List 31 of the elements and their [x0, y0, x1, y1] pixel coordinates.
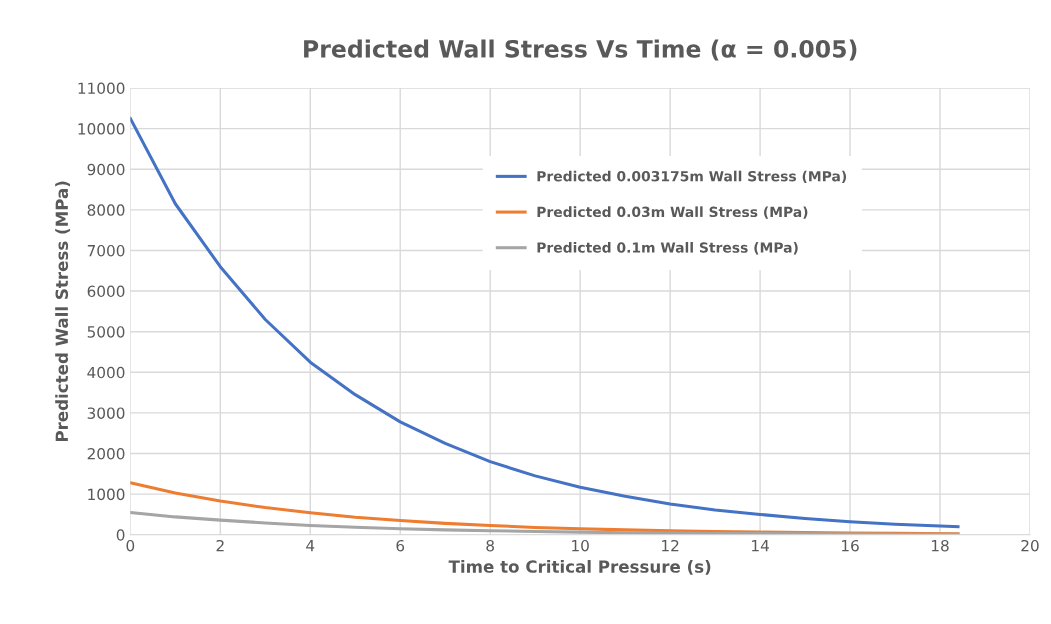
- x-tick-label: 20: [1021, 539, 1039, 552]
- y-tick-label: 5000: [87, 326, 125, 338]
- y-tick-label: 1000: [88, 488, 125, 501]
- y-axis-title: Predicted Wall Stress (MPa): [55, 181, 71, 442]
- x-tick-label: 4: [306, 540, 315, 552]
- y-tick-label: 0: [116, 529, 125, 541]
- y-tick-label: 3000: [87, 407, 125, 419]
- chart-title: Predicted Wall Stress Vs Time (α = 0.005): [304, 39, 857, 61]
- x-tick-label: 6: [396, 539, 405, 552]
- y-tick-label: 10000: [78, 123, 125, 135]
- x-tick-label: 8: [486, 539, 494, 552]
- y-tick-label: 4000: [87, 366, 125, 379]
- line-series: [130, 116, 960, 529]
- x-tick-label: 12: [662, 539, 679, 552]
- legend-label: Predicted 0.003175m Wall Stress (MPa): [537, 170, 847, 184]
- y-tick-label: 6000: [87, 285, 125, 298]
- x-tick-label: 18: [931, 539, 949, 552]
- y-tick-label: 7000: [87, 244, 125, 257]
- y-tick-label: 11000: [78, 82, 125, 95]
- y-tick-label: 9000: [87, 163, 125, 176]
- x-tick-label: 16: [842, 539, 859, 552]
- x-axis-title: Time to Critical Pressure (s): [448, 559, 711, 575]
- x-tick-label: 14: [752, 540, 769, 552]
- y-tick-label: 2000: [87, 448, 125, 460]
- line-series: [130, 510, 960, 535]
- legend-label: Predicted 0.03m Wall Stress (MPa): [537, 206, 808, 219]
- x-tick-label: 2: [216, 539, 224, 552]
- x-tick-label: 10: [572, 539, 589, 552]
- x-tick-label: 0: [126, 539, 135, 552]
- y-tick-label: 8000: [87, 204, 125, 216]
- legend-label: Predicted 0.1m Wall Stress (MPa): [537, 242, 798, 255]
